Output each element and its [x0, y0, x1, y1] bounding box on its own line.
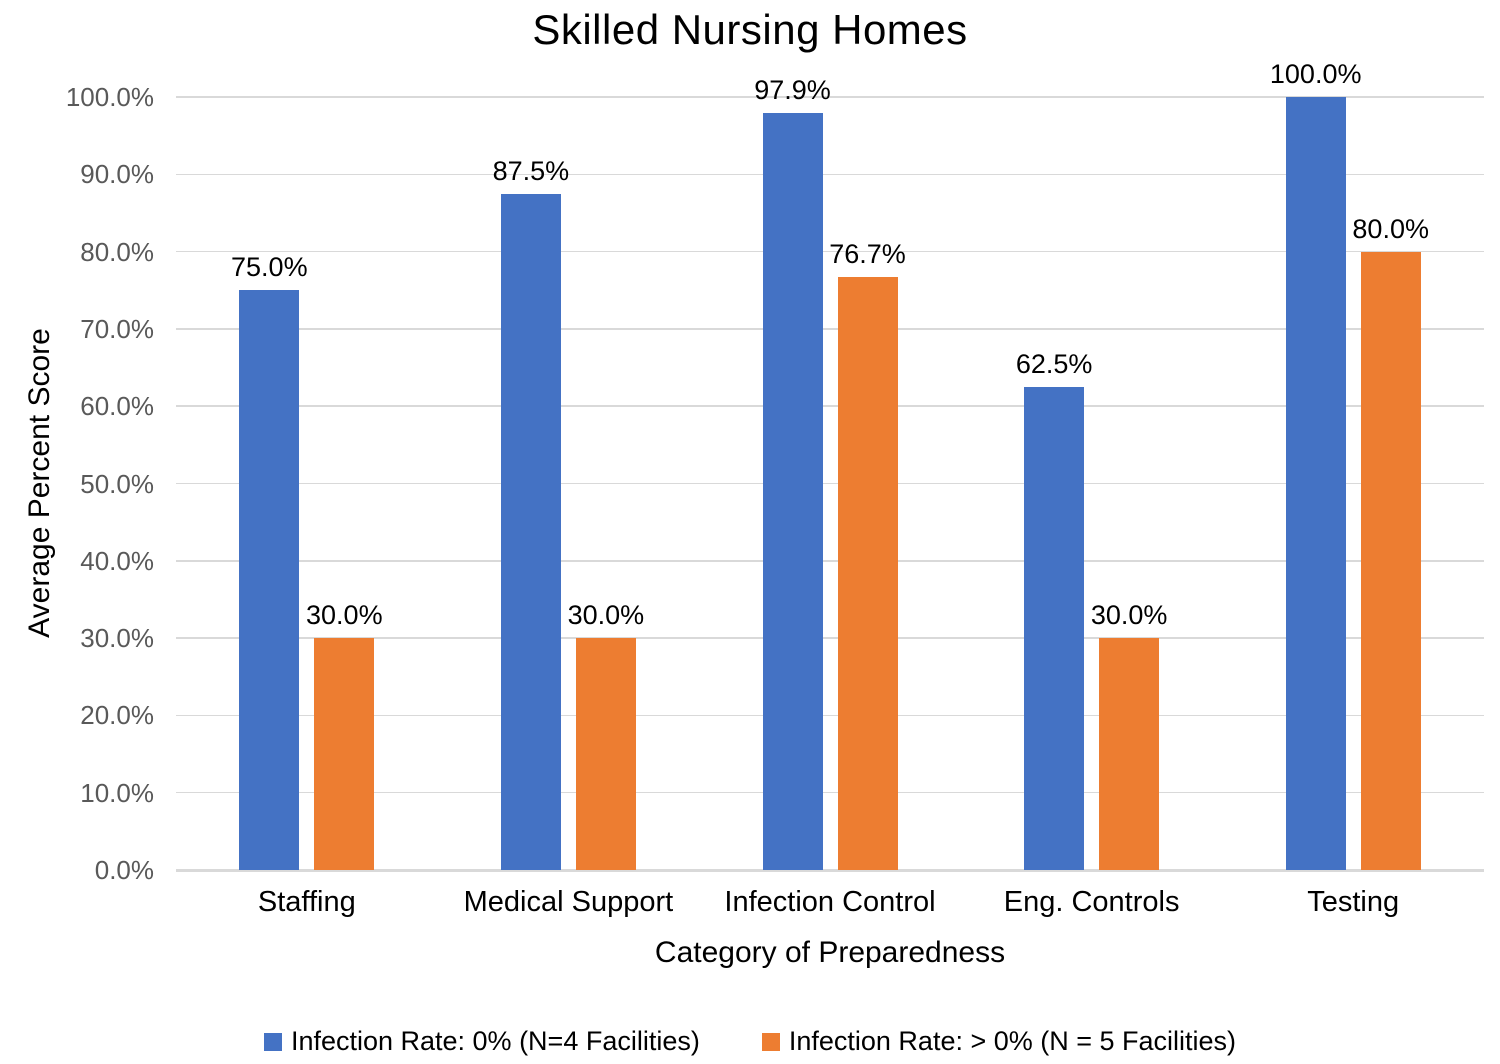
bar-s1-c4	[1360, 251, 1421, 870]
gridline	[176, 96, 1484, 98]
gridline	[176, 405, 1484, 407]
category-label: Infection Control	[724, 886, 936, 918]
bar-data-label: 80.0%	[1352, 213, 1429, 244]
bar-s1-c2	[837, 277, 898, 870]
category-label: Testing	[1307, 886, 1400, 918]
y-tick-label: 40.0%	[80, 545, 154, 576]
bar-s1-c3	[1099, 638, 1160, 870]
legend-item-1: Infection Rate: > 0% (N = 5 Facilities)	[761, 1026, 1237, 1057]
gridline	[176, 637, 1484, 639]
bar-data-label: 30.0%	[306, 600, 383, 631]
gridline	[176, 560, 1484, 562]
y-tick-label: 80.0%	[80, 236, 154, 267]
y-tick-label: 100.0%	[65, 82, 154, 112]
bar-s0-c3	[1024, 386, 1085, 870]
gridline	[176, 250, 1484, 253]
bar-data-label: 75.0%	[231, 252, 308, 283]
category-label: Staffing	[257, 886, 356, 918]
bar-data-label: 97.9%	[754, 75, 831, 106]
bar-s1-c0	[314, 638, 375, 870]
category-label: Medical Support	[463, 886, 674, 918]
category-label: Eng. Controls	[1003, 886, 1180, 918]
gridline	[176, 791, 1484, 794]
gridline	[176, 328, 1484, 330]
y-tick-label: 70.0%	[80, 313, 154, 344]
bar-data-label: 62.5%	[1015, 348, 1093, 379]
y-tick-label: 0.0%	[94, 855, 154, 885]
y-tick-label: 90.0%	[80, 159, 154, 190]
y-tick-label: 20.0%	[80, 700, 154, 731]
x-axis-line	[176, 869, 1484, 872]
bar-data-label: 30.0%	[1090, 600, 1168, 631]
gridline	[176, 482, 1484, 485]
bar-data-label: 76.7%	[829, 239, 906, 270]
gridline	[176, 173, 1484, 176]
bar-data-label: 87.5%	[492, 155, 570, 186]
legend-label: Infection Rate: > 0% (N = 5 Facilities)	[788, 1026, 1237, 1056]
bar-s0-c0	[239, 290, 300, 870]
bar-s0-c4	[1285, 97, 1346, 870]
x-axis-title: Category of Preparedness	[654, 936, 1006, 969]
bar-s1-c1	[575, 638, 636, 870]
legend-marker-icon	[761, 1032, 780, 1051]
gridline	[176, 714, 1484, 717]
bar-data-label: 100.0%	[1269, 59, 1362, 89]
y-tick-label: 50.0%	[80, 468, 154, 499]
y-tick-label: 60.0%	[80, 391, 154, 422]
bar-data-label: 30.0%	[567, 600, 645, 631]
legend-item-0: Infection Rate: 0% (N=4 Facilities)	[263, 1026, 700, 1057]
y-tick-label: 10.0%	[80, 777, 154, 808]
bar-s0-c2	[762, 113, 823, 870]
legend-label: Infection Rate: 0% (N=4 Facilities)	[290, 1026, 700, 1056]
legend: Infection Rate: 0% (N=4 Facilities) Infec…	[0, 1026, 1500, 1057]
y-tick-label: 30.0%	[80, 623, 154, 654]
chart-title: Skilled Nursing Homes	[532, 6, 968, 53]
legend-marker-icon	[263, 1032, 282, 1051]
bar-s0-c1	[500, 193, 561, 870]
